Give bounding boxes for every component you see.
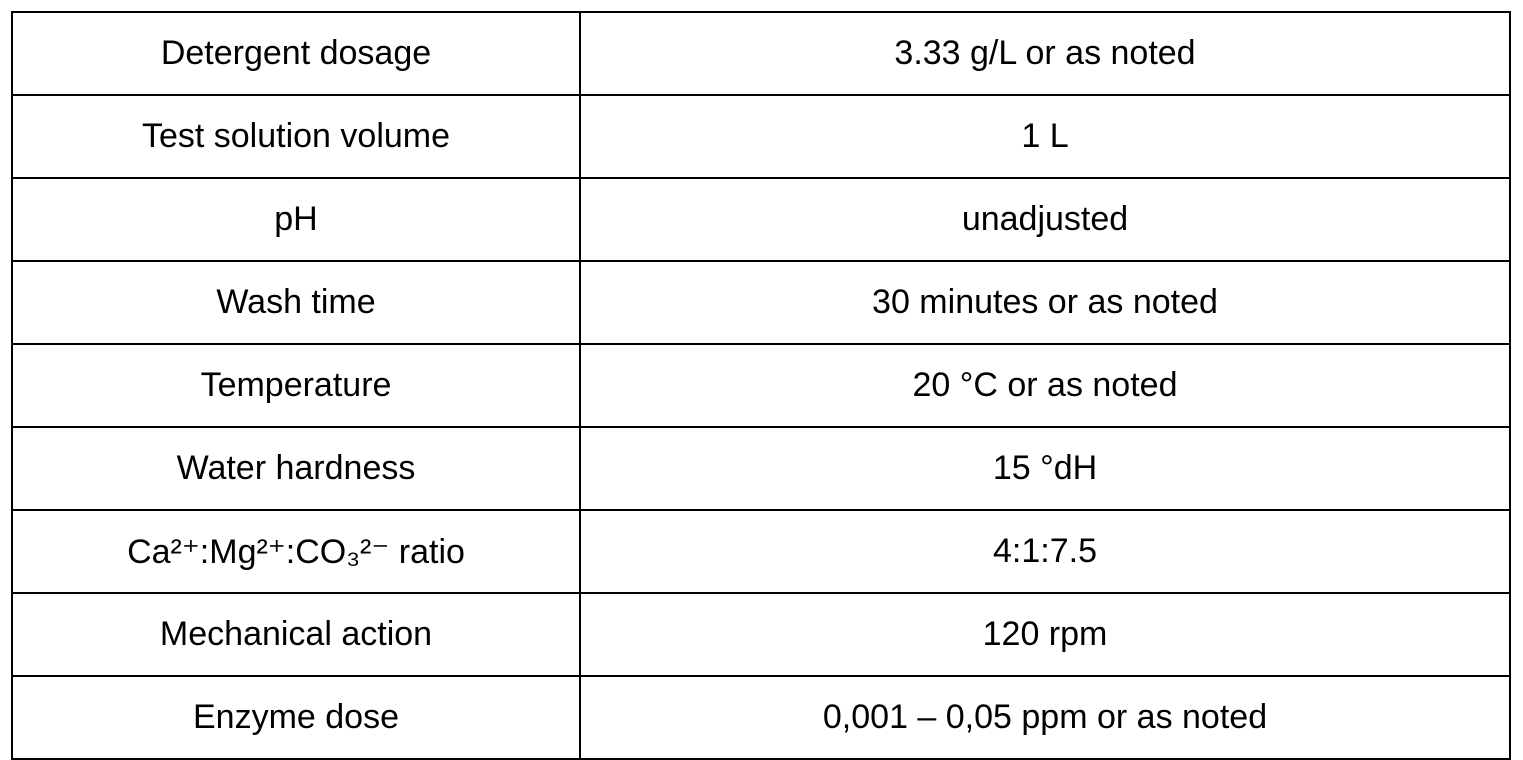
table-row: pHunadjusted bbox=[12, 178, 1510, 261]
value-cell: 15 °dH bbox=[580, 427, 1510, 510]
table-row: Mechanical action120 rpm bbox=[12, 593, 1510, 676]
value-cell: 20 °C or as noted bbox=[580, 344, 1510, 427]
parameter-cell: Detergent dosage bbox=[12, 12, 580, 95]
parameter-cell: Ca²⁺:Mg²⁺:CO₃²⁻ ratio bbox=[12, 510, 580, 593]
table-row: Test solution volume1 L bbox=[12, 95, 1510, 178]
value-cell: 1 L bbox=[580, 95, 1510, 178]
value-cell: 30 minutes or as noted bbox=[580, 261, 1510, 344]
table-row: Water hardness15 °dH bbox=[12, 427, 1510, 510]
table-row: Temperature20 °C or as noted bbox=[12, 344, 1510, 427]
table-row: Enzyme dose0,001 – 0,05 ppm or as noted bbox=[12, 676, 1510, 759]
parameter-cell: Test solution volume bbox=[12, 95, 580, 178]
conditions-table: Detergent dosage3.33 g/L or as notedTest… bbox=[11, 11, 1511, 760]
table-row: Detergent dosage3.33 g/L or as noted bbox=[12, 12, 1510, 95]
parameter-cell: Water hardness bbox=[12, 427, 580, 510]
value-cell: 3.33 g/L or as noted bbox=[580, 12, 1510, 95]
parameter-cell: pH bbox=[12, 178, 580, 261]
value-cell: 4:1:7.5 bbox=[580, 510, 1510, 593]
parameter-cell: Temperature bbox=[12, 344, 580, 427]
parameter-cell: Mechanical action bbox=[12, 593, 580, 676]
parameter-cell: Wash time bbox=[12, 261, 580, 344]
value-cell: unadjusted bbox=[580, 178, 1510, 261]
table-row: Wash time30 minutes or as noted bbox=[12, 261, 1510, 344]
parameter-cell: Enzyme dose bbox=[12, 676, 580, 759]
table-row: Ca²⁺:Mg²⁺:CO₃²⁻ ratio4:1:7.5 bbox=[12, 510, 1510, 593]
value-cell: 120 rpm bbox=[580, 593, 1510, 676]
value-cell: 0,001 – 0,05 ppm or as noted bbox=[580, 676, 1510, 759]
